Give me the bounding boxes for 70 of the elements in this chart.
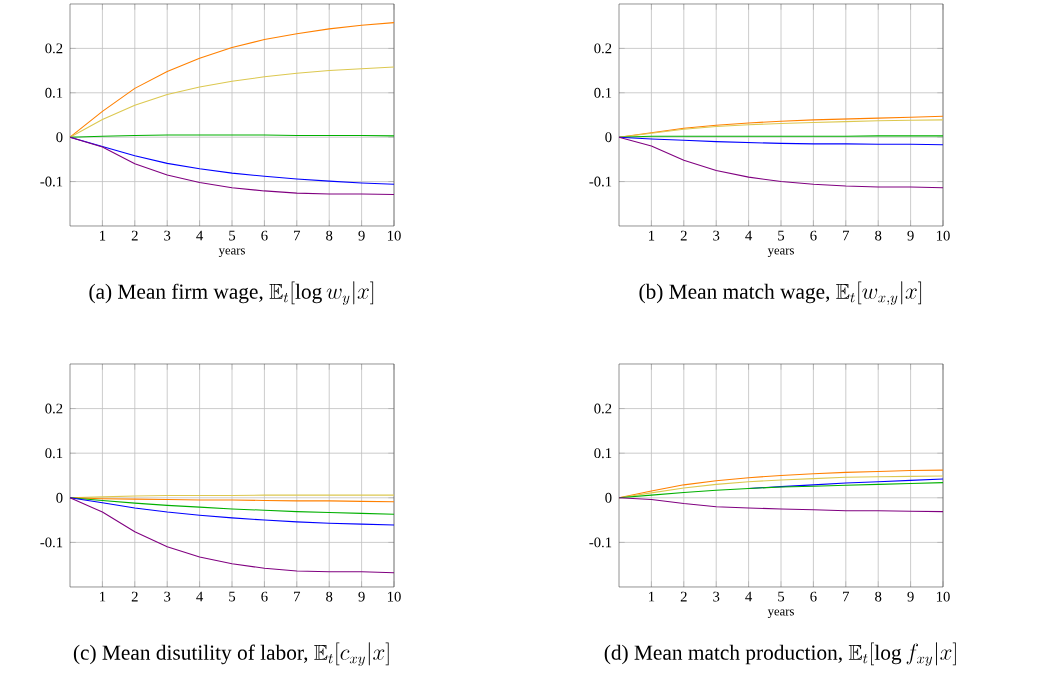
- x-tick-label: 4: [745, 230, 753, 241]
- y-tick-label: 0: [56, 492, 63, 503]
- x-tick-label: 2: [131, 591, 138, 602]
- line-series: [618, 497, 944, 513]
- x-tick-label: 5: [778, 230, 785, 241]
- x-tick-label: 4: [745, 591, 753, 602]
- x-tick-label: 2: [680, 230, 687, 241]
- x-tick-label: 5: [229, 230, 236, 241]
- x-axis-title: years: [767, 609, 794, 619]
- x-tick-label: 1: [100, 230, 106, 241]
- x-tick-label: 7: [843, 230, 850, 241]
- line-series: [69, 497, 395, 526]
- x-tick-label: 3: [164, 591, 171, 602]
- x-tick-label: 9: [358, 591, 365, 602]
- x-tick-label: 10: [387, 230, 401, 241]
- y-tick-label: 0.2: [45, 403, 63, 414]
- y-tick-label: 0.1: [45, 448, 63, 459]
- y-tick-label: 0: [605, 132, 612, 143]
- x-tick-label: 3: [164, 230, 171, 241]
- y-tick-label: 0.1: [45, 87, 63, 98]
- x-tick-label: 7: [843, 591, 850, 602]
- y-tick-label: 0.2: [594, 43, 612, 54]
- line-series: [69, 22, 395, 138]
- y-tick-label: -0.1: [589, 537, 612, 548]
- x-tick-label: 6: [810, 230, 817, 241]
- x-tick-label: 4: [196, 230, 204, 241]
- x-axis-title: years: [218, 248, 245, 258]
- text: $\text{(c) Mean disutility of labor, }\mathbb{E}_t[c_{xy}|x]$: [73, 642, 389, 667]
- x-tick-label: 8: [326, 591, 333, 602]
- x-tick-label: 5: [229, 591, 236, 602]
- x-tick-label: 2: [131, 230, 138, 241]
- text: $\text{(d) Mean match production, }\mathbb{E}_t[\log f_{xy}|x]$: [604, 642, 956, 667]
- line-series: [69, 497, 395, 574]
- y-tick-label: 0.1: [594, 448, 612, 459]
- x-tick-label: 8: [326, 230, 333, 241]
- y-tick-label: 0.2: [594, 403, 612, 414]
- text: $\text{(b) Mean match wage, }\mathbb{E}_t[w_{x,y}|x]$: [639, 281, 922, 306]
- x-tick-label: 1: [649, 591, 655, 602]
- x-tick-label: 9: [358, 230, 365, 241]
- x-tick-label: 3: [713, 230, 720, 241]
- x-tick-label: 1: [649, 230, 655, 241]
- x-tick-label: 2: [680, 591, 687, 602]
- x-tick-label: 6: [261, 591, 268, 602]
- y-tick-label: 0: [605, 492, 612, 503]
- x-tick-label: 10: [936, 591, 950, 602]
- x-tick-label: 3: [713, 591, 720, 602]
- x-tick-label: 6: [810, 591, 817, 602]
- x-tick-label: 5: [778, 591, 785, 602]
- y-tick-label: -0.1: [40, 176, 63, 187]
- y-tick-label: 0.1: [594, 87, 612, 98]
- x-tick-label: 6: [261, 230, 268, 241]
- x-tick-label: 8: [875, 230, 882, 241]
- x-tick-label: 7: [294, 591, 301, 602]
- line-series: [618, 136, 944, 189]
- x-axis-title: years: [767, 248, 794, 258]
- x-tick-label: 8: [875, 591, 882, 602]
- y-tick-label: -0.1: [589, 176, 612, 187]
- y-tick-label: 0.2: [45, 43, 63, 54]
- text: $\text{(a) Mean firm wage, }\mathbb{E}_t[\log w_y|x]$: [89, 281, 374, 306]
- line-series: [69, 66, 395, 138]
- x-tick-label: 9: [907, 591, 914, 602]
- x-tick-label: 7: [294, 230, 301, 241]
- x-tick-label: 10: [936, 230, 950, 241]
- y-tick-label: 0: [56, 132, 63, 143]
- x-tick-label: 4: [196, 591, 204, 602]
- line-series: [69, 136, 395, 195]
- x-tick-label: 10: [387, 591, 401, 602]
- x-tick-label: 1: [100, 591, 106, 602]
- y-tick-label: -0.1: [40, 537, 63, 548]
- x-tick-label: 9: [907, 230, 914, 241]
